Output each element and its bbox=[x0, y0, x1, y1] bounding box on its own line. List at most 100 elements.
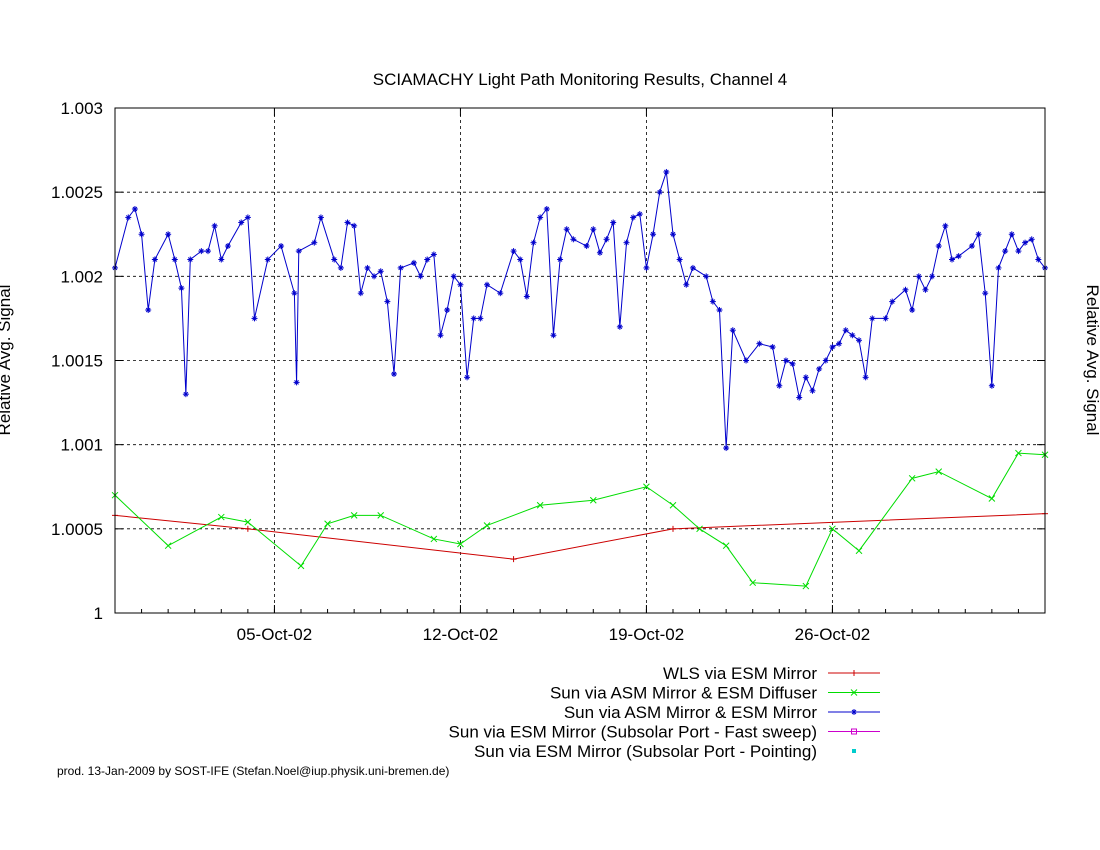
data-point bbox=[391, 370, 397, 377]
data-point bbox=[1015, 248, 1022, 255]
data-point bbox=[1015, 449, 1022, 457]
data-point bbox=[244, 518, 252, 526]
data-point bbox=[822, 357, 829, 364]
data-point bbox=[351, 222, 358, 229]
data-point bbox=[165, 231, 172, 238]
data-point bbox=[723, 445, 730, 452]
data-point bbox=[450, 273, 457, 280]
data-point bbox=[244, 214, 251, 221]
y-tick-label: 1 bbox=[94, 604, 103, 623]
data-point bbox=[384, 298, 391, 305]
data-point bbox=[293, 379, 300, 386]
data-point bbox=[709, 298, 716, 305]
data-point bbox=[636, 211, 643, 218]
data-point bbox=[922, 286, 929, 293]
data-point bbox=[623, 239, 630, 246]
data-point bbox=[424, 256, 431, 263]
data-point bbox=[417, 273, 424, 280]
data-point bbox=[550, 332, 557, 339]
y-axis-label-left: Relative Avg. Signal bbox=[0, 285, 14, 436]
x-tick-label: 19-Oct-02 bbox=[609, 625, 685, 644]
data-point bbox=[995, 264, 1002, 271]
series-line bbox=[114, 452, 1046, 587]
data-point bbox=[942, 222, 949, 229]
data-point bbox=[484, 281, 490, 288]
y-tick-label: 1.0005 bbox=[51, 520, 103, 539]
data-point bbox=[889, 298, 896, 305]
data-point bbox=[988, 495, 996, 502]
data-point bbox=[756, 340, 763, 347]
data-point bbox=[968, 243, 975, 250]
y-tick-label: 1.0025 bbox=[51, 183, 103, 202]
data-point bbox=[251, 315, 258, 322]
data-point bbox=[364, 264, 371, 271]
series-line bbox=[114, 513, 1046, 560]
data-point bbox=[643, 483, 650, 491]
series-2 bbox=[111, 449, 1049, 590]
data-point bbox=[510, 556, 517, 563]
y-tick-label: 1.001 bbox=[60, 436, 103, 455]
legend-label: WLS via ESM Mirror bbox=[663, 664, 817, 683]
y-axis-label-right: Relative Avg. Signal bbox=[1083, 285, 1100, 436]
data-point bbox=[650, 231, 657, 238]
series-layer bbox=[111, 168, 1049, 590]
series-1 bbox=[112, 510, 1048, 563]
data-point bbox=[125, 214, 132, 221]
data-point bbox=[171, 256, 178, 263]
data-point bbox=[982, 290, 989, 297]
data-point bbox=[836, 340, 843, 347]
data-point bbox=[776, 382, 783, 389]
x-tick-label: 26-Oct-02 bbox=[795, 625, 871, 644]
data-point bbox=[782, 357, 789, 364]
data-point bbox=[610, 219, 617, 226]
chart-title: SCIAMACHY Light Path Monitoring Results,… bbox=[373, 70, 788, 89]
data-point bbox=[497, 290, 504, 297]
data-point bbox=[1035, 256, 1042, 263]
data-point bbox=[935, 243, 942, 250]
data-point bbox=[178, 285, 185, 292]
data-point bbox=[769, 344, 776, 351]
data-point bbox=[457, 540, 464, 548]
data-point bbox=[151, 256, 158, 263]
data-point bbox=[829, 344, 836, 351]
data-point bbox=[457, 281, 464, 288]
data-point bbox=[397, 264, 404, 271]
data-point bbox=[164, 542, 172, 550]
data-point bbox=[749, 579, 757, 587]
data-point bbox=[722, 542, 730, 550]
data-point bbox=[138, 231, 145, 238]
data-point bbox=[856, 337, 862, 344]
legend-label: Sun via ESM Mirror (Subsolar Port - Fast… bbox=[449, 723, 817, 742]
data-point bbox=[477, 315, 484, 322]
data-point bbox=[278, 243, 285, 250]
data-point bbox=[543, 206, 550, 212]
data-point bbox=[902, 286, 909, 293]
data-point bbox=[570, 236, 577, 243]
data-point bbox=[676, 256, 683, 263]
data-point bbox=[689, 264, 696, 271]
data-point bbox=[430, 251, 437, 258]
data-point bbox=[182, 391, 189, 398]
data-point bbox=[955, 253, 962, 260]
data-point bbox=[802, 582, 810, 590]
data-point bbox=[915, 273, 922, 280]
data-point bbox=[603, 236, 610, 243]
data-point bbox=[949, 256, 955, 263]
data-point bbox=[656, 189, 663, 196]
data-point bbox=[670, 525, 676, 532]
data-point bbox=[224, 243, 231, 250]
data-point bbox=[297, 562, 305, 570]
data-point bbox=[908, 474, 916, 482]
data-point bbox=[444, 307, 451, 313]
data-point bbox=[464, 374, 471, 381]
data-point bbox=[563, 226, 570, 233]
data-point bbox=[205, 248, 211, 255]
data-point bbox=[862, 374, 869, 381]
data-point bbox=[1028, 236, 1035, 243]
data-point bbox=[324, 520, 331, 528]
data-point bbox=[337, 264, 344, 271]
data-point bbox=[663, 168, 670, 175]
data-point bbox=[311, 239, 318, 246]
